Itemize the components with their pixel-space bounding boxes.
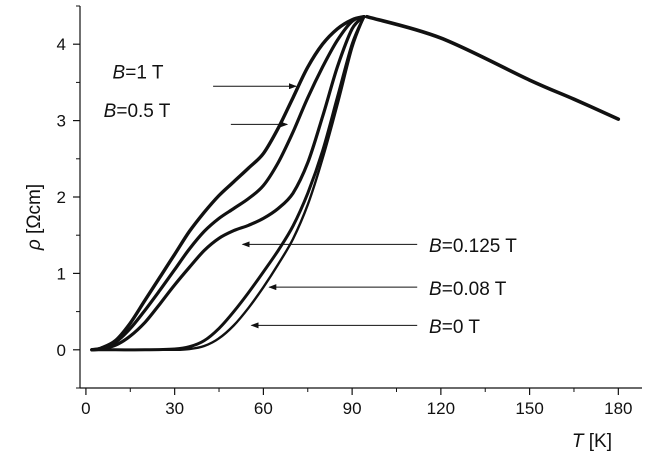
series-line-5: [90, 15, 366, 352]
y-axis-label: ρ [Ωcm]: [24, 184, 45, 251]
axis-titles: ρ [Ωcm] T [K]: [24, 184, 612, 452]
series-label-symbol: B: [429, 236, 442, 257]
series-label-symbol: B: [104, 101, 117, 122]
annotations: B=1 TB=0.5 TB=0.125 TB=0.08 TB=0 T: [104, 63, 518, 338]
curves: [90, 14, 621, 352]
x-tick-label: 150: [515, 399, 543, 418]
series-label-value: =0.08 T: [442, 279, 507, 300]
x-axis-label: T [K]: [572, 431, 612, 452]
series-line-3: [90, 15, 366, 352]
series-label-value: =1 T: [125, 63, 164, 84]
y-axis-unit: [Ωcm]: [24, 184, 45, 239]
x-tick-label: 60: [254, 399, 273, 418]
y-tick-label: 2: [57, 188, 66, 207]
series-label-value: =0.125 T: [442, 236, 518, 257]
series-label-5: B=0 T: [429, 317, 480, 338]
x-axis-symbol: T: [572, 431, 585, 452]
y-tick-label: 0: [57, 341, 66, 360]
series-label-3: B=0.125 T: [429, 236, 517, 257]
axes: 0 30 60 90 120 150 180 0 1 2 3 4: [57, 5, 642, 418]
x-tick-label: 120: [427, 399, 455, 418]
series-label-2: B=0.5 T: [104, 101, 171, 122]
series-label-4: B=0.08 T: [429, 279, 507, 300]
y-axis-symbol: ρ: [24, 239, 45, 251]
series-line-2: [90, 15, 366, 352]
x-tick-label: 180: [604, 399, 632, 418]
series-label-1: B=1 T: [113, 63, 164, 84]
y-tick-label: 3: [57, 112, 66, 131]
series-line-1: [90, 15, 366, 352]
y-tick-label: 1: [57, 264, 66, 283]
x-tick-label: 0: [81, 399, 90, 418]
series-label-symbol: B: [429, 317, 442, 338]
series-label-value: =0.5 T: [116, 101, 170, 122]
x-tick-label: 30: [165, 399, 184, 418]
series-label-symbol: B: [429, 279, 442, 300]
x-tick-label: 90: [343, 399, 362, 418]
normal-state-line: [365, 14, 621, 121]
series-label-value: =0 T: [442, 317, 481, 338]
x-axis-unit: [K]: [583, 431, 612, 452]
y-tick-label: 4: [57, 35, 66, 54]
series-label-symbol: B: [113, 63, 126, 84]
